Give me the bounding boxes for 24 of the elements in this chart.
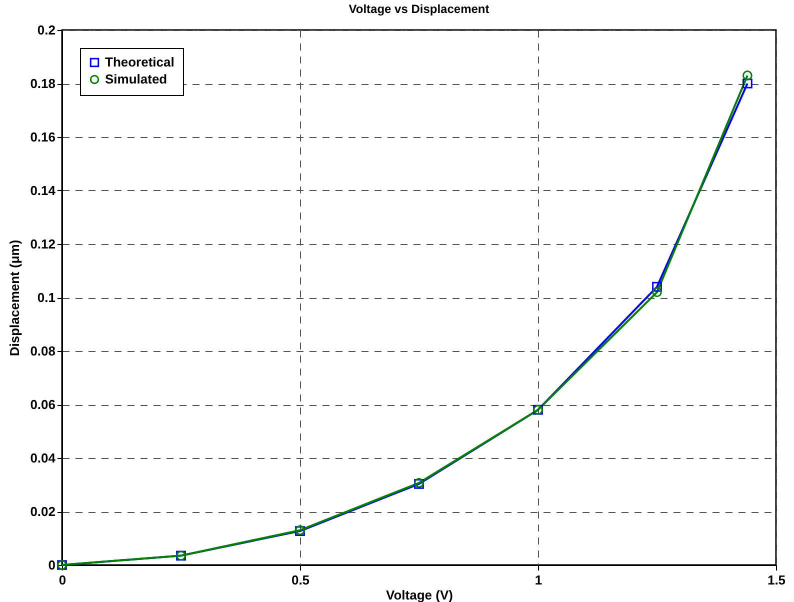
legend-label: Simulated <box>105 72 168 86</box>
x-axis-title: Voltage (V) <box>386 588 453 602</box>
y-tick-label: 0.1 <box>37 290 56 305</box>
y-tick-label: 0.16 <box>30 130 56 144</box>
y-tick-label: 0.02 <box>30 504 56 519</box>
point <box>652 282 662 292</box>
chart-title: Voltage vs Displacement <box>348 2 490 16</box>
x-tick-label: 1 <box>534 572 542 588</box>
x-tick-label: 1.5 <box>767 572 786 588</box>
x-tick-label: 0 <box>58 572 66 588</box>
y-tick-label: 0.2 <box>37 22 56 38</box>
y-tick-label: 0.04 <box>30 450 56 466</box>
y-tick-label: 0.18 <box>30 76 56 91</box>
y-tick-label: 0.06 <box>30 397 56 412</box>
y-tick-label: 0.14 <box>30 183 56 198</box>
y-axis-title: Displacement (μm) <box>7 240 22 356</box>
y-tick-label: 0.12 <box>30 236 56 252</box>
y-tick-label: 0.08 <box>30 344 56 358</box>
x-tick-label: 0.5 <box>291 572 310 588</box>
legend-label: Theoretical <box>105 54 174 70</box>
point <box>742 78 752 88</box>
point <box>652 287 662 298</box>
point <box>742 70 752 80</box>
y-tick-label: 0 <box>48 558 56 572</box>
